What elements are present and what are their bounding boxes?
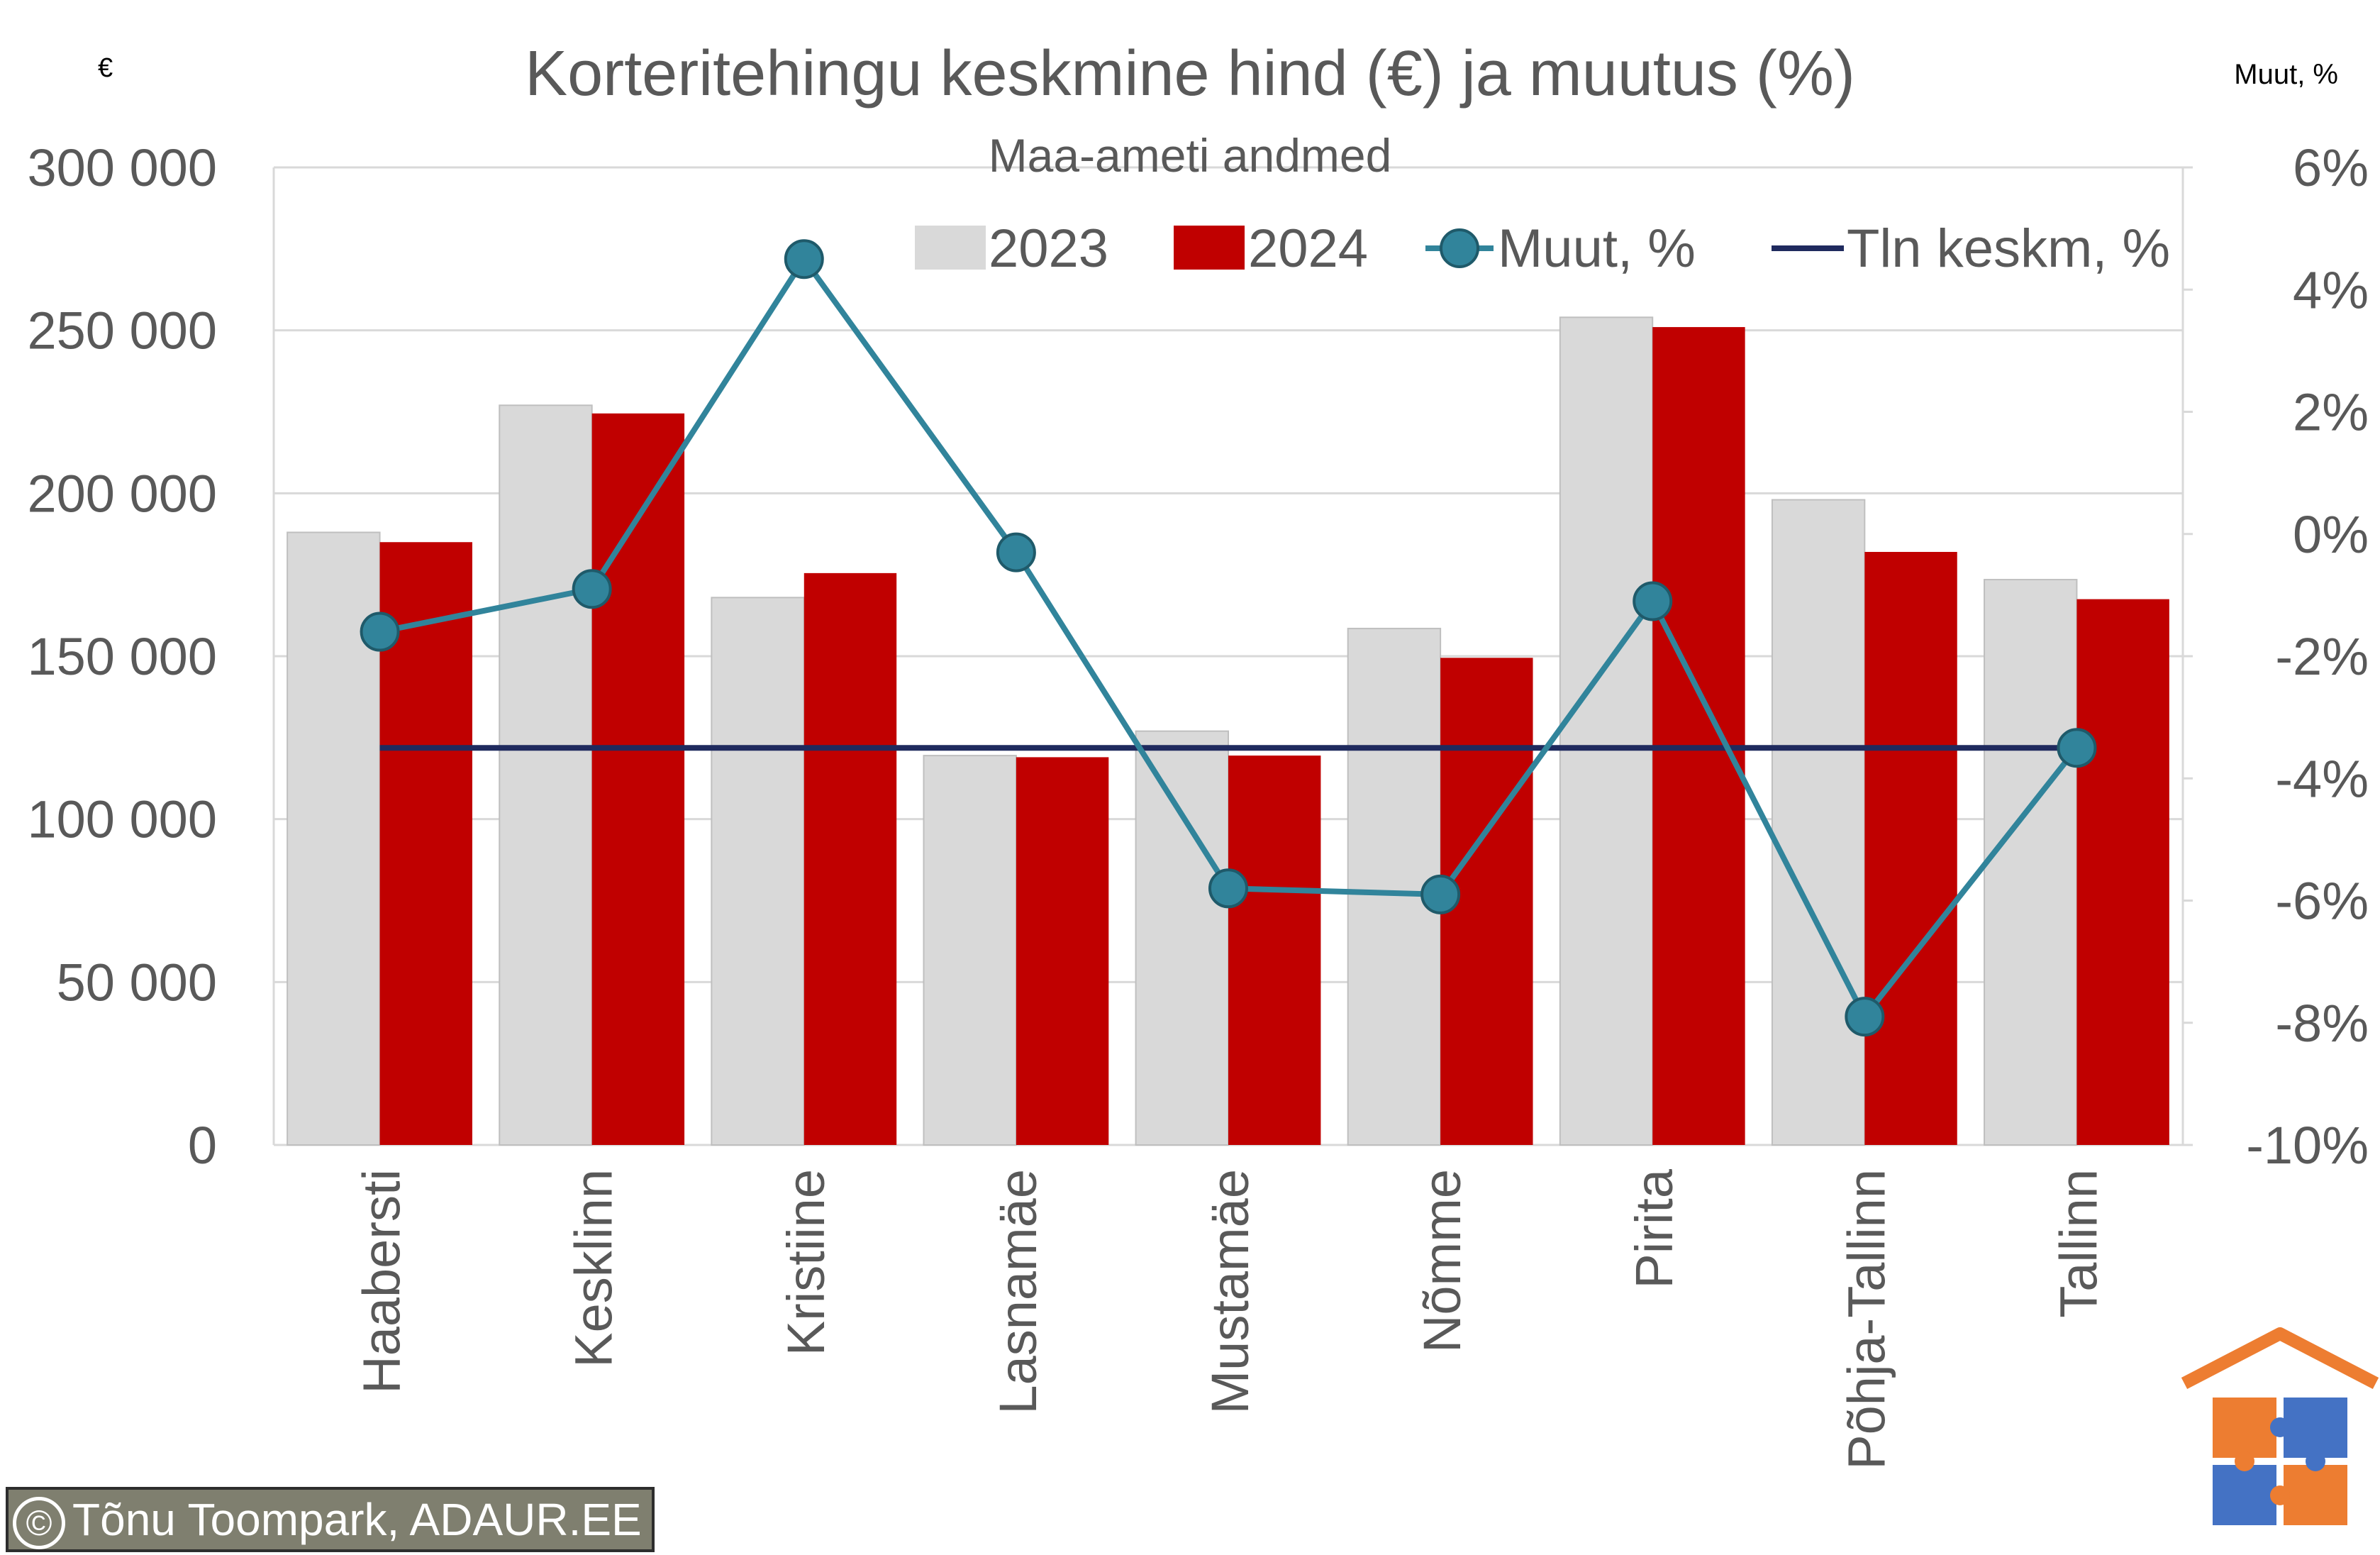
legend-label-2024: 2024 [1248, 218, 1368, 279]
left-tick-label: 300 000 [28, 138, 218, 197]
bar-2023-Kristiine [711, 597, 805, 1146]
right-tick-label: -8% [2275, 994, 2369, 1053]
category-label: Kesklinn [565, 1169, 623, 1368]
category-label: Lasnamäe [989, 1169, 1047, 1415]
bar-2024-Kesklinn [591, 413, 685, 1146]
category-label: Nõmme [1413, 1169, 1472, 1353]
category-label: Mustamäe [1201, 1169, 1259, 1414]
left-axis-unit: € [98, 53, 113, 83]
category-labels: Haabersti Kesklinn Kristiine Lasnamäe Mustam… [352, 1168, 2108, 1470]
bar-2024-Põhja-Tallinn [1864, 552, 1957, 1145]
point-muut-Kristiine [784, 239, 824, 280]
left-tick-label: 100 000 [28, 790, 218, 849]
point-muut-Lasnamäe [996, 532, 1036, 572]
left-tick-label: 50 000 [57, 953, 217, 1012]
legend-marker-muut [1440, 228, 1479, 268]
bar-2023-Põhja-Tallinn [1771, 499, 1866, 1146]
legend-label-tln: Tln keskm, % [1847, 218, 2170, 279]
left-tick-label: 150 000 [28, 627, 218, 686]
right-tick-label: 2% [2293, 383, 2369, 442]
right-tick-label: -10% [2246, 1116, 2369, 1175]
category-label: Kristiine [777, 1169, 835, 1356]
legend-swatch-2023 [915, 226, 986, 270]
bar-2024-Lasnamäe [1016, 757, 1109, 1145]
right-tick-label: 4% [2293, 260, 2369, 319]
bar-2024-Pirita [1652, 327, 1745, 1145]
legend-label-2023: 2023 [989, 218, 1108, 279]
point-muut-Nõmme [1420, 874, 1461, 914]
point-muut-Põhja-Tallinn [1845, 997, 1885, 1037]
house-puzzle-logo [2181, 1327, 2379, 1525]
legend-label-muut: Muut, % [1498, 218, 1696, 279]
point-muut-Haabersti [360, 612, 400, 652]
category-label: Pirita [1625, 1168, 1684, 1288]
left-tick-label: 200 000 [28, 464, 218, 523]
copyright-badge: © Tõnu Toompark, ADAUR.EE [6, 1487, 655, 1552]
point-muut-Pirita [1633, 581, 1673, 621]
bar-2024-Tallinn [2076, 599, 2169, 1145]
category-label: Põhja-Tallinn [1837, 1169, 1896, 1470]
bar-2023-Pirita [1559, 316, 1654, 1146]
lines [360, 239, 2097, 1037]
point-muut-Tallinn [2057, 728, 2097, 768]
bar-2023-Kesklinn [499, 404, 593, 1146]
category-label: Haabersti [352, 1169, 411, 1394]
bar-2024-Kristiine [803, 572, 897, 1145]
copyright-icon: © [13, 1497, 65, 1550]
bar-2023-Tallinn [1984, 579, 2078, 1146]
right-axis-ticks: -10% -8% -6% -4% -2% 0% 2% 4% 6% [2183, 138, 2369, 1175]
right-tick-label: -2% [2275, 627, 2369, 686]
point-muut-Mustamäe [1208, 868, 1248, 909]
chart-subtitle: Maa-ameti andmed [989, 129, 1392, 182]
bar-2024-Mustamäe [1228, 756, 1321, 1145]
right-tick-label: 6% [2293, 138, 2369, 197]
left-tick-label: 0 [188, 1116, 217, 1175]
chart-title: Korteritehingu keskmine hind (€) ja muut… [525, 38, 1855, 109]
right-tick-label: -6% [2275, 872, 2369, 931]
left-tick-label: 250 000 [28, 301, 218, 360]
left-axis-ticks: 0 50 000 100 000 150 000 200 000 250 000 300 0… [28, 138, 218, 1175]
bar-2023-Lasnamäe [923, 755, 1017, 1146]
copyright-text: Tõnu Toompark, ADAUR.EE [72, 1494, 642, 1545]
right-axis-unit: Muut, % [2234, 59, 2338, 90]
bar-2023-Mustamäe [1135, 730, 1229, 1146]
legend-swatch-2024 [1174, 226, 1245, 270]
right-tick-label: 0% [2293, 505, 2369, 564]
point-muut-Kesklinn [572, 569, 612, 609]
right-tick-label: -4% [2275, 749, 2369, 808]
category-label: Tallinn [2049, 1169, 2108, 1318]
bars [287, 316, 2169, 1146]
legend: 2023 2024 Muut, % Tln keskm, % [915, 218, 2170, 279]
